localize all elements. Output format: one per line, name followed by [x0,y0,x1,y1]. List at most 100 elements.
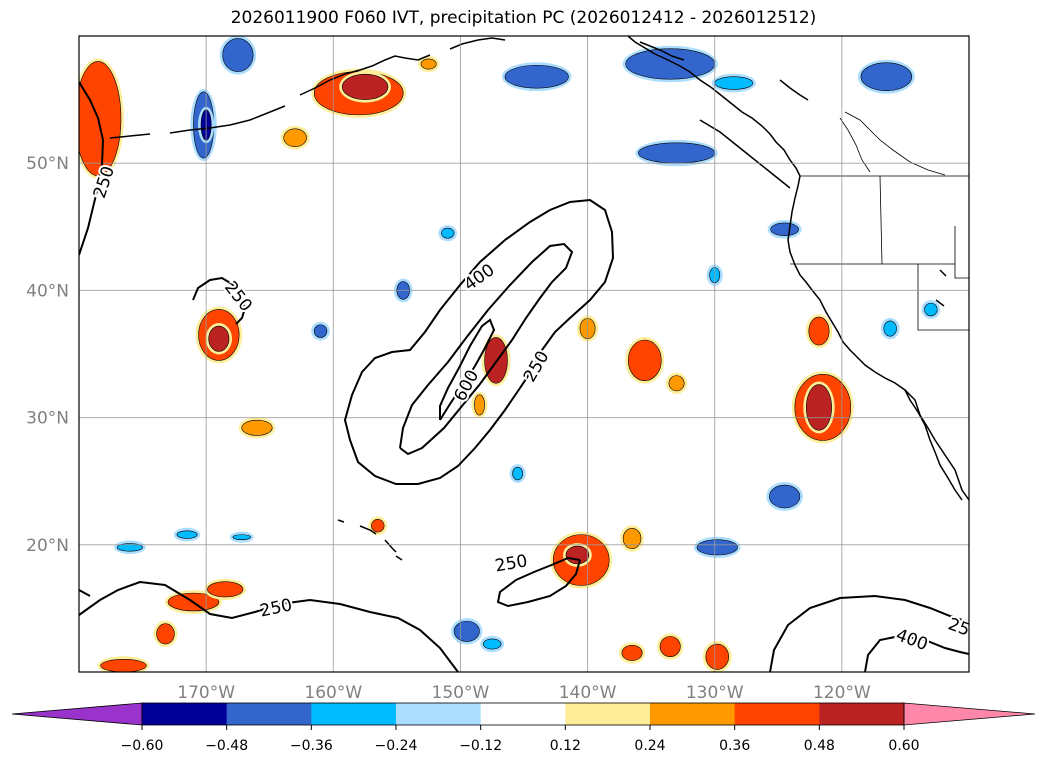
colorbar-segment [734,703,820,725]
ivt-contour [79,589,91,597]
colorbar-tick-label: −0.36 [290,738,333,754]
precip-blob [705,643,729,670]
lon-tick-label: 160°W [304,683,362,703]
precip-blob [512,466,524,481]
precip-blob [860,62,913,91]
coastline [384,539,397,553]
colorbar-tick-label: 0.60 [888,738,919,754]
precip-blob [622,527,642,549]
precip-field [79,36,941,672]
colorbar-segment [226,703,312,725]
precip-blob [116,543,143,552]
colorbar-tick-label: −0.24 [375,738,418,754]
lat-tick-label: 20°N [26,536,69,556]
lon-tick-label: 150°W [432,683,490,703]
precip-blob [770,222,799,237]
colorbar-tick-label: −0.48 [205,738,248,754]
colorbar-segment [311,703,397,725]
coastline [169,105,286,134]
axis-tick-labels: 170°W 160°W 150°W 140°W 130°W 120°W 50°N 40°N 30… [26,154,871,703]
ivt-contour [79,81,105,256]
precip-blob [627,339,662,382]
colorbar-tick-label: 0.24 [634,738,665,754]
precip-blob [241,419,273,436]
precip-blob [696,539,738,556]
ivt-contour [769,594,969,672]
colorbar-tick-label: 0.48 [804,738,835,754]
colorbar-frame [141,702,905,726]
contour-label: 250 [258,595,294,621]
ivt-contour [864,634,969,672]
lon-tick-label: 170°W [177,683,235,703]
coastline [449,37,506,50]
precip-blob [283,128,307,147]
precip-blob [769,484,801,509]
state-border [879,175,883,265]
ivt-contour [192,276,247,325]
precip-blob [441,227,455,239]
colorbar-tick-label: 0.36 [719,738,750,754]
lat-tick-label: 50°N [26,154,69,174]
coastline [639,41,685,61]
colorbar-segment [565,703,651,725]
ivt-contour [399,242,574,456]
precip-blob [176,530,198,539]
contour-label: 250 [494,551,529,576]
lat-tick-label: 40°N [26,281,69,301]
precip-blob [659,636,681,658]
state-border [844,111,946,176]
lat-tick-label: 30°N [26,409,69,429]
colorbar-tick-label: −0.60 [121,738,164,754]
contour-label: 400 [893,625,930,655]
state-border [839,117,871,173]
colorbar: −0.60 −0.48 −0.36 −0.24 −0.12 0.12 0.24 0.36 0.4… [11,702,1036,754]
colorbar-extend-high [903,702,1036,726]
coastline [935,299,945,307]
colorbar-tick-label: 0.12 [550,738,581,754]
colorbar-segment [650,703,736,725]
precip-blob [207,581,244,598]
colorbar-segment [396,703,482,725]
ivt-contour [439,318,496,421]
precip-blob [668,375,685,392]
state-border [954,226,969,279]
coastline [109,133,151,139]
precip-blob [808,316,830,346]
colorbar-segment [819,703,905,725]
coastline [395,555,403,561]
colorbar-segment [480,703,566,725]
precip-blob [474,394,485,416]
lon-tick-label: 140°W [559,683,617,703]
chart-title: 2026011900 F060 IVT, precipitation PC (2… [230,8,817,28]
precip-blob [420,58,437,70]
ivt-contour [496,556,581,608]
coastline [627,36,969,501]
precip-blob [208,325,230,352]
precip-blob [805,384,832,431]
precip-blob [638,142,716,164]
contour-label: 25 [945,614,972,640]
precip-blob [504,64,569,89]
precip-blob [313,324,328,338]
ivt-contour [79,580,459,672]
precip-blob [621,644,643,661]
precip-blob [100,658,147,672]
ivt-contours [79,81,969,672]
coastline [904,389,963,501]
coastline [359,525,377,535]
coastline [779,79,809,101]
precip-blob [625,48,716,80]
state-border [917,264,969,331]
precip-blob [222,38,254,72]
precip-blob [232,534,251,541]
coastlines [109,36,969,561]
colorbar-tick-label: −0.12 [459,738,502,754]
colorbar-segment [142,703,228,725]
ivt-contour [343,198,615,485]
precip-blob [156,623,175,645]
plot-frame [78,35,970,673]
precip-blob [883,320,897,337]
precip-blob [371,519,385,533]
colorbar-extend-low [11,702,143,726]
precip-blob [79,61,122,177]
